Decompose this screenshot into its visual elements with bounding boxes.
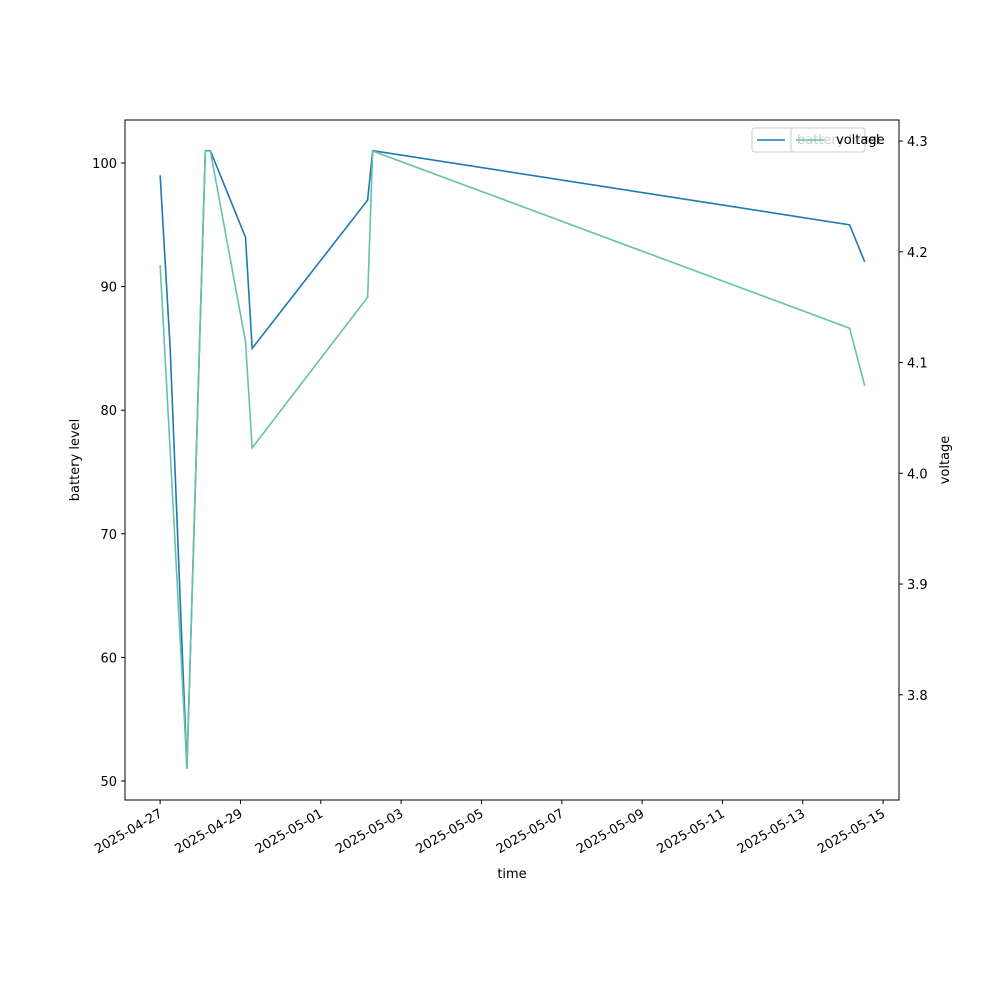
y2-tick-label: 4.0 [907, 467, 928, 482]
legend-label: voltage [836, 133, 885, 148]
line-series [159, 149, 866, 768]
x-tick-label: 2025-05-13 [735, 806, 808, 857]
x-tick-label: 2025-05-01 [253, 806, 326, 857]
line-series [159, 149, 866, 769]
y2-tick-label: 3.9 [907, 578, 928, 593]
y2-tick-label: 4.2 [907, 246, 928, 261]
x-tick-label: 2025-04-27 [92, 806, 165, 857]
plot-frame [124, 119, 900, 801]
x-tick-label: 2025-05-05 [414, 806, 487, 857]
y-tick-label: 90 [100, 281, 117, 296]
y-tick-label: 100 [92, 157, 117, 172]
x-axis-label: time [497, 867, 526, 882]
legend: voltage [790, 127, 885, 153]
y-tick-label: 50 [100, 775, 117, 790]
y2-tick-label: 4.3 [907, 135, 928, 150]
y-tick-label: 80 [100, 404, 117, 419]
x-tick-label: 2025-05-07 [494, 806, 567, 857]
x-tick-label: 2025-05-15 [815, 806, 888, 857]
x-tick-label: 2025-04-29 [173, 806, 246, 857]
legend-box [790, 127, 866, 153]
x-tick-label: 2025-05-09 [574, 806, 647, 857]
y-tick-label: 60 [100, 651, 117, 666]
y2-tick-label: 3.8 [907, 689, 928, 704]
y2-axis-label: voltage [938, 436, 953, 485]
y-tick-label: 70 [100, 528, 117, 543]
x-tick-label: 2025-05-03 [333, 806, 406, 857]
y-axis-label: battery level [68, 419, 83, 502]
y2-tick-label: 4.1 [907, 357, 928, 372]
x-tick-label: 2025-05-11 [655, 806, 728, 857]
